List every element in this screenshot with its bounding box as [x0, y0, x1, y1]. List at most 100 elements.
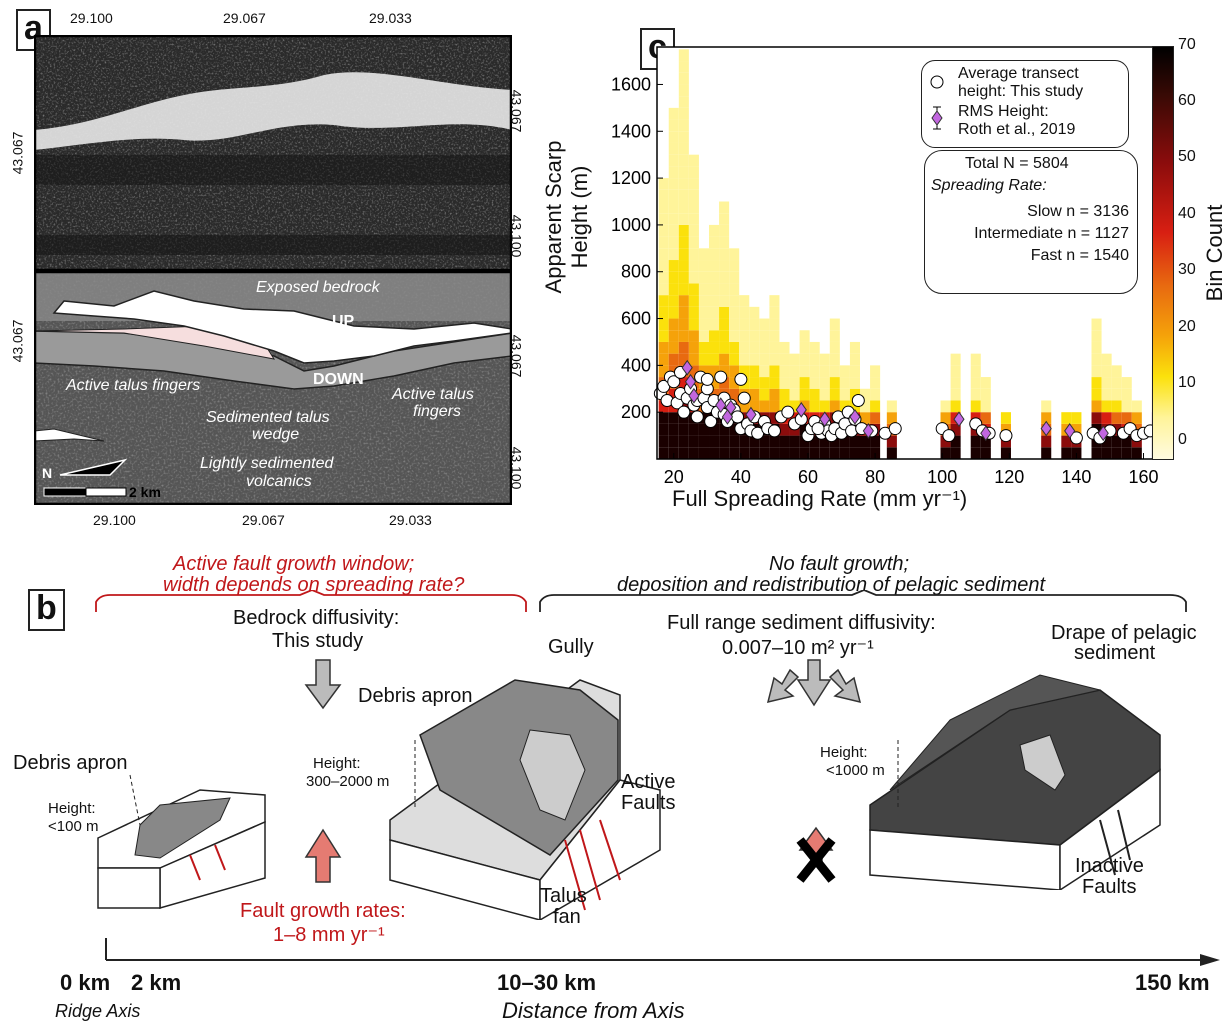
- heat-bin: [1041, 435, 1052, 448]
- label-sedimented-1: Sedimented talus: [206, 409, 330, 426]
- heat-bin: [819, 447, 830, 459]
- heat-bin: [739, 365, 750, 378]
- block1-debris: Debris apron: [13, 752, 128, 774]
- heat-bin: [980, 400, 991, 413]
- heat-bin: [749, 435, 760, 448]
- heat-bin: [688, 435, 699, 448]
- cbar-tick-50: 50: [1178, 148, 1196, 165]
- heat-bin: [698, 423, 710, 436]
- heat-bin: [799, 365, 810, 378]
- heat-bin: [658, 271, 669, 284]
- heat-bin: [1131, 447, 1142, 459]
- heat-bin: [769, 447, 780, 459]
- active-window-1: Active fault growth window;: [173, 553, 415, 575]
- rms-height-point: [1064, 423, 1076, 439]
- heat-bin: [688, 224, 699, 237]
- heat-bin: [759, 318, 770, 331]
- heat-bin: [739, 435, 750, 448]
- heat-bin: [980, 447, 991, 459]
- y-axis-label: Apparent Scarp Height (m): [541, 141, 593, 294]
- rms-height-point: [795, 401, 807, 418]
- axis-tick-150: 150 km: [1135, 970, 1210, 995]
- heat-bin: [729, 306, 740, 319]
- heat-bin: [1101, 365, 1112, 378]
- heat-bin: [719, 423, 730, 436]
- heat-bin: [658, 248, 669, 261]
- block1-height-2: <100 m: [48, 818, 99, 835]
- bedrock-1: Bedrock diffusivity:: [233, 607, 400, 629]
- heat-bin: [698, 412, 710, 424]
- heat-bin: [668, 435, 679, 448]
- heat-bin: [870, 435, 881, 448]
- block2-height-2: 300–2000 m: [306, 773, 390, 790]
- heat-bin: [829, 447, 840, 459]
- heat-bin: [886, 400, 897, 413]
- heat-bin: [799, 447, 810, 459]
- heat-bin: [1091, 353, 1102, 366]
- heat-bin: [688, 236, 699, 249]
- heat-bin: [658, 295, 669, 307]
- heat-bin: [950, 377, 961, 389]
- heat-bin: [1121, 377, 1132, 389]
- block2-debris: Debris apron: [358, 685, 473, 707]
- heat-bin: [839, 365, 850, 378]
- heat-bin: [678, 283, 689, 296]
- distance-axis: [105, 938, 1220, 966]
- heat-bin: [678, 213, 689, 225]
- heat-bin: [759, 400, 770, 413]
- heat-bin: [719, 341, 730, 354]
- heat-bin: [688, 166, 699, 179]
- heat-bin: [749, 400, 760, 413]
- heat-bin: [719, 365, 730, 378]
- block3-faults-2: Faults: [1082, 876, 1137, 898]
- y-tick-label: 1600: [611, 74, 651, 94]
- rms-height-point: [688, 387, 700, 404]
- heat-bin: [1101, 447, 1112, 459]
- heat-bin: [829, 388, 840, 401]
- heat-bin: [769, 295, 780, 307]
- no-growth-1: No fault growth;: [769, 553, 910, 575]
- heat-bin: [678, 178, 689, 190]
- heat-bin: [849, 353, 860, 366]
- rms-height-point: [684, 373, 697, 390]
- bottom-tick-2: 29.067: [242, 512, 285, 528]
- heat-bin: [688, 306, 699, 319]
- heat-bin: [729, 388, 740, 401]
- x-tick-label: 100: [927, 467, 957, 487]
- x-tick-label: 120: [994, 467, 1024, 487]
- heat-bin: [819, 400, 830, 413]
- heat-bin: [678, 271, 689, 284]
- heat-bin: [769, 388, 780, 401]
- heat-bin: [719, 248, 730, 261]
- heat-bin: [698, 447, 710, 459]
- heat-bin: [829, 318, 840, 331]
- heat-bin: [739, 412, 750, 424]
- ridge-axis-label: Ridge Axis: [55, 1001, 141, 1021]
- heat-bin: [829, 365, 840, 378]
- legend-avg-2: height: This study: [958, 83, 1084, 100]
- heat-bin: [709, 423, 720, 436]
- heat-bin: [729, 447, 740, 459]
- heat-bin: [1101, 412, 1112, 424]
- heat-bin: [799, 353, 810, 366]
- gray-arrow-down: [304, 659, 342, 710]
- heat-bin: [719, 271, 730, 284]
- heat-bin: [709, 295, 720, 307]
- heat-bin: [698, 295, 710, 307]
- heat-bin: [678, 189, 689, 202]
- heat-bin: [709, 248, 720, 261]
- heat-bin: [668, 189, 679, 202]
- heat-bin: [886, 435, 897, 448]
- label-lightly-1: Lightly sedimented: [200, 455, 334, 472]
- heat-bin: [729, 330, 740, 342]
- heat-bin: [658, 306, 669, 319]
- heat-bin: [849, 388, 860, 401]
- heat-bin: [658, 224, 669, 237]
- heat-bin: [658, 189, 669, 202]
- heat-bin: [668, 178, 679, 190]
- heat-bin: [688, 447, 699, 459]
- heat-bin: [668, 306, 679, 319]
- heat-bin: [709, 283, 720, 296]
- axis-tick-0: 0 km: [60, 970, 111, 995]
- heat-bin: [668, 166, 679, 179]
